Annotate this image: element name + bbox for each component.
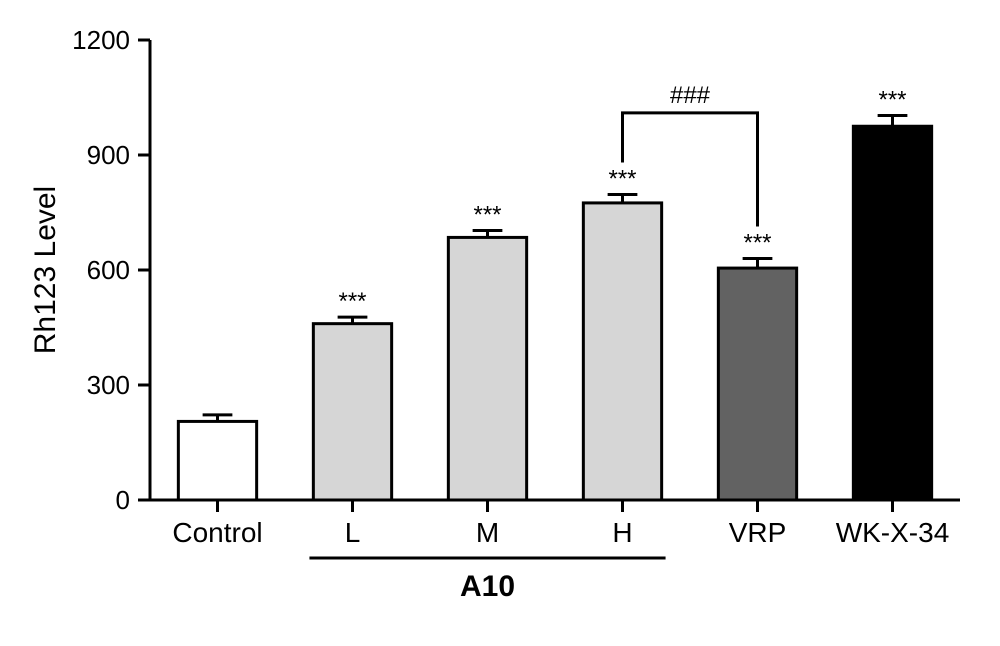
- y-tick-label: 900: [87, 140, 130, 170]
- comparison-label: ###: [670, 82, 711, 109]
- y-tick-label: 300: [87, 370, 130, 400]
- significance-stars: ***: [878, 87, 906, 114]
- x-tick-label: L: [345, 517, 361, 548]
- y-tick-label: 0: [116, 485, 130, 515]
- significance-stars: ***: [743, 230, 771, 257]
- y-axis-title: Rh123 Level: [29, 186, 62, 354]
- chart-svg: 0 300 600 900 1200 Rh123 Level Control *** L *** M…: [0, 0, 1000, 646]
- x-tick-label: WK-X-34: [836, 517, 950, 548]
- y-tick-label: 1200: [72, 25, 130, 55]
- bar-control: [178, 421, 256, 500]
- x-tick-label: VRP: [729, 517, 787, 548]
- bar-vrp: [718, 268, 796, 500]
- x-tick-label: Control: [172, 517, 262, 548]
- bar-l: [313, 324, 391, 500]
- significance-stars: ***: [608, 165, 636, 192]
- x-tick-label: M: [476, 517, 499, 548]
- significance-stars: ***: [473, 202, 501, 229]
- y-tick-label: 600: [87, 255, 130, 285]
- bar-h: [583, 203, 661, 500]
- bar-wk-x-34: [853, 126, 931, 500]
- rh123-bar-chart: 0 300 600 900 1200 Rh123 Level Control *** L *** M…: [0, 0, 1000, 646]
- group-label: A10: [460, 570, 515, 603]
- bar-m: [448, 237, 526, 500]
- x-tick-label: H: [612, 517, 632, 548]
- significance-stars: ***: [338, 288, 366, 315]
